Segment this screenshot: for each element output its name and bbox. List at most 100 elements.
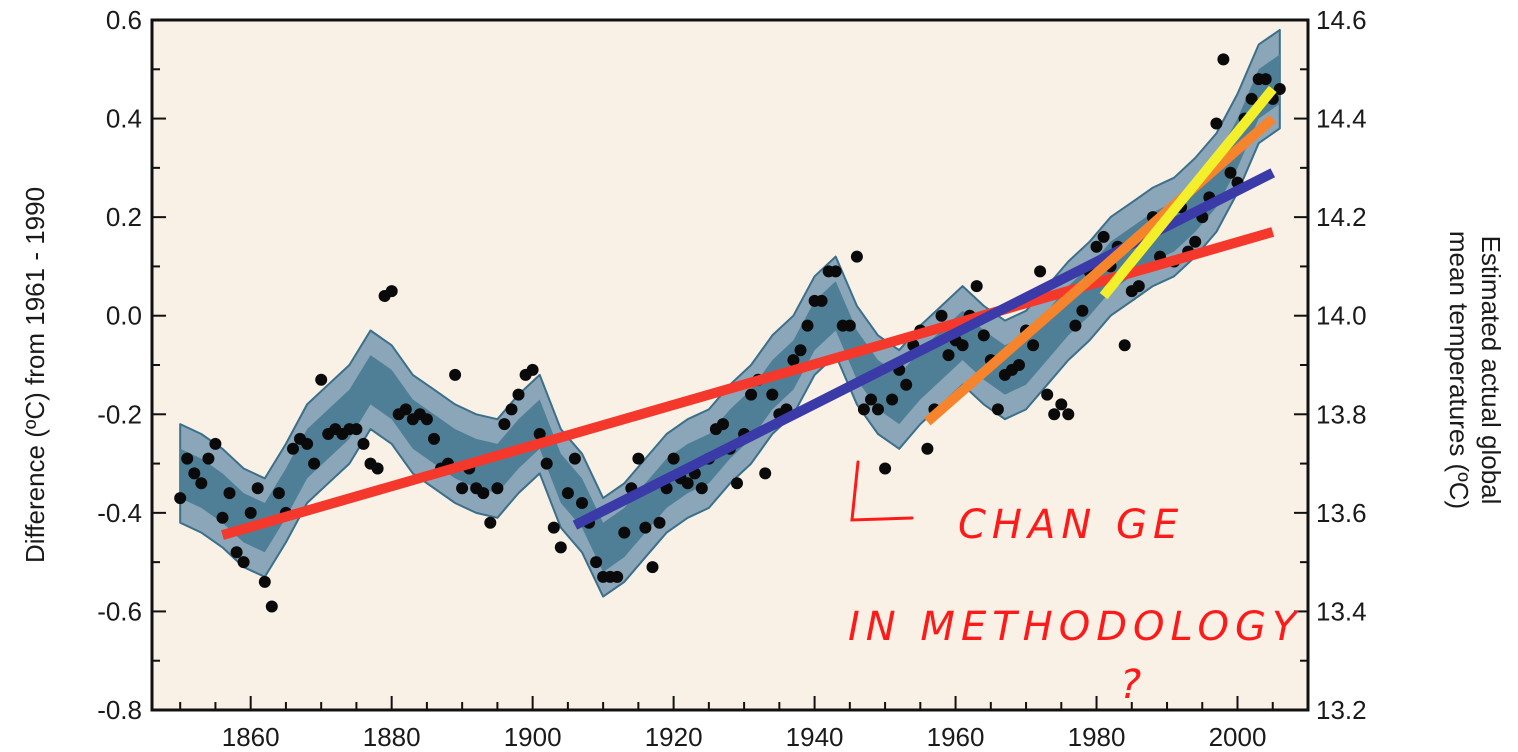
data-point <box>265 600 278 613</box>
y-tick-label: -0.8 <box>97 695 142 725</box>
data-point <box>857 403 870 416</box>
data-point <box>1013 359 1025 371</box>
y-tick-label: 0.4 <box>106 104 142 134</box>
data-point <box>512 388 525 401</box>
y2-tick-label: 14.0 <box>1316 301 1367 331</box>
data-point <box>202 452 215 465</box>
y-tick-label: 0.0 <box>106 301 142 331</box>
data-point <box>1273 83 1286 95</box>
data-point <box>970 280 983 293</box>
y2-tick-label: 13.6 <box>1316 498 1367 528</box>
data-point <box>991 403 1004 416</box>
data-point <box>385 285 398 298</box>
annotation-corner-mark <box>850 460 914 522</box>
data-point <box>1210 117 1223 130</box>
y2-tick-label: 14.6 <box>1316 5 1367 35</box>
data-point <box>230 546 243 559</box>
data-point <box>477 487 490 500</box>
y2-axis-title-line2: mean temperatures (ºC) <box>1444 231 1474 509</box>
data-point <box>1055 398 1068 411</box>
data-point <box>1097 230 1110 243</box>
data-point <box>188 467 201 480</box>
trend-lines <box>221 85 1277 540</box>
data-point <box>865 393 877 406</box>
data-point <box>653 516 666 529</box>
y2-tick-label: 14.4 <box>1316 104 1367 134</box>
data-point <box>301 437 314 450</box>
data-point <box>766 388 779 401</box>
data-point <box>667 452 680 465</box>
data-point <box>801 319 814 332</box>
x-tick-label: 1900 <box>504 722 562 752</box>
data-point <box>498 418 511 431</box>
data-point <box>315 373 328 386</box>
data-point <box>547 521 560 534</box>
trend-line <box>221 227 1275 540</box>
inner-confidence-band <box>180 54 1280 572</box>
x-axis: 1860 1880 1900 1920 1940 1960 1980 2000 <box>179 696 1274 752</box>
data-point <box>632 452 645 465</box>
data-point <box>794 344 807 357</box>
y2-tick-label: 13.8 <box>1316 399 1367 429</box>
data-point <box>540 457 553 470</box>
trend-line <box>924 114 1277 426</box>
data-point <box>590 556 603 569</box>
x-tick-label: 2000 <box>1209 722 1267 752</box>
data-point <box>1027 339 1040 352</box>
data-point <box>1118 339 1131 352</box>
data-point <box>646 561 659 574</box>
x-tick-label: 1880 <box>363 722 421 752</box>
x-tick-label: 1920 <box>645 722 703 752</box>
data-point <box>829 265 842 278</box>
data-point <box>244 506 257 519</box>
data-point <box>1041 388 1054 401</box>
data-point <box>1062 408 1075 421</box>
data-point <box>956 339 969 352</box>
data-point <box>484 516 497 529</box>
data-point <box>308 457 321 470</box>
data-point <box>1069 319 1082 332</box>
data-point <box>745 388 758 401</box>
data-point <box>561 487 574 500</box>
data-point <box>287 442 299 455</box>
data-point <box>456 482 469 495</box>
data-point <box>731 477 743 490</box>
annotation-line1: CHAN GE <box>958 502 1184 548</box>
trend-line <box>1099 85 1277 300</box>
data-point <box>1048 408 1061 421</box>
y-axis-title: Difference (ºC) from 1961 - 1990 <box>20 187 50 563</box>
y2-tick-label: 14.2 <box>1316 202 1367 232</box>
data-point <box>843 319 856 332</box>
y-tick-label: -0.2 <box>97 399 142 429</box>
data-point <box>237 556 250 569</box>
data-point <box>787 354 800 367</box>
x-tick-label: 1960 <box>927 722 985 752</box>
confidence-band <box>179 28 1281 598</box>
data-point <box>1132 280 1145 293</box>
annotation-line2: IN METHODOLOGY <box>848 604 1302 650</box>
handwritten-annotation: CHAN GE IN METHODOLOGY ? <box>848 460 1302 708</box>
data-point <box>251 482 264 495</box>
data-point <box>618 526 631 539</box>
data-point <box>850 250 863 263</box>
data-point <box>1259 73 1272 86</box>
data-point <box>399 403 412 416</box>
x-tick-label: 1860 <box>222 722 280 752</box>
plot-area-background <box>152 20 1308 710</box>
y-tick-label: 0.2 <box>106 202 142 232</box>
data-point <box>639 521 652 534</box>
data-point <box>886 393 899 406</box>
data-point <box>879 462 892 475</box>
data-point <box>1090 240 1103 253</box>
data-point <box>717 418 729 431</box>
y-tick-label: -0.4 <box>97 498 142 528</box>
data-point <box>174 492 187 505</box>
data-point <box>216 511 229 524</box>
data-point <box>815 294 828 307</box>
data-point <box>420 413 433 426</box>
data-point <box>371 462 384 475</box>
data-point <box>428 432 440 445</box>
data-point <box>505 403 518 416</box>
data-point <box>181 452 194 465</box>
